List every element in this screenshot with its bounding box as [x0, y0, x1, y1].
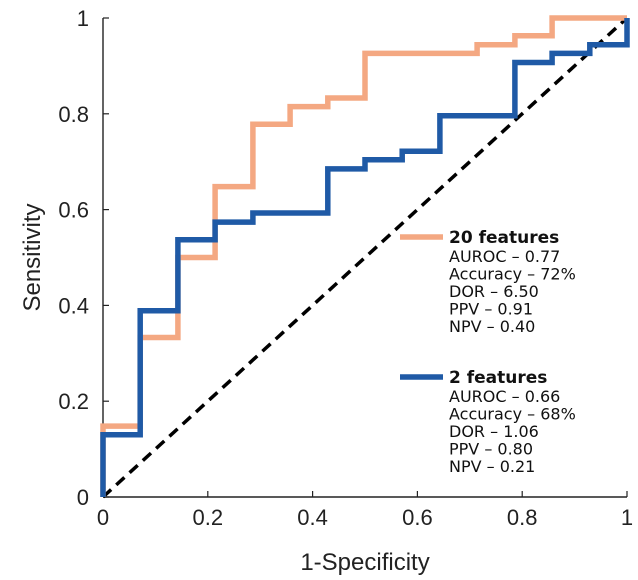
legend-stat-2-features: DOR – 1.06 [449, 422, 539, 441]
y-tick-label: 0.2 [58, 389, 89, 414]
x-tick-label: 0.4 [297, 505, 328, 530]
x-tick-label: 1 [621, 505, 633, 530]
chance-diagonal-line [101, 16, 629, 499]
legend-stat-20-features: PPV – 0.91 [449, 300, 533, 319]
legend-stat-2-features: AUROC – 0.66 [449, 387, 560, 406]
legend-stat-20-features: Accuracy – 72% [449, 265, 576, 284]
legend-stat-20-features: AUROC – 0.77 [449, 247, 560, 266]
legend-title-20-features: 20 features [449, 228, 559, 248]
legend-stat-2-features: Accuracy – 68% [449, 405, 576, 424]
x-axis-label: 1-Specificity [300, 549, 429, 576]
legend-stat-2-features: PPV – 0.80 [449, 440, 533, 459]
x-tick-label: 0 [97, 505, 109, 530]
x-tick-label: 0.2 [193, 505, 224, 530]
x-tick-label: 0.8 [507, 505, 538, 530]
y-tick-label: 1 [77, 6, 89, 31]
y-axis-label: Sensitivity [19, 203, 46, 311]
x-tick-label: 0.6 [402, 505, 433, 530]
axes [102, 18, 627, 498]
legend-stat-20-features: DOR – 6.50 [449, 282, 539, 301]
y-tick-label: 0.6 [58, 198, 89, 223]
series-lines [100, 15, 630, 499]
series-line-20-features [100, 15, 627, 497]
legend-title-2-features: 2 features [449, 368, 547, 388]
y-tick-label: 0.4 [58, 293, 89, 318]
y-tick-label: 0.8 [58, 102, 89, 127]
y-tick-label: 0 [77, 485, 89, 510]
legend-stat-2-features: NPV – 0.21 [449, 457, 535, 476]
legend-stat-20-features: NPV – 0.40 [449, 317, 535, 336]
series-line-2-features [100, 18, 630, 497]
tick-labels: 0 0.2 0.4 0.6 0.8 1 0 0.2 0.4 0.6 0.8 1 [58, 6, 633, 530]
